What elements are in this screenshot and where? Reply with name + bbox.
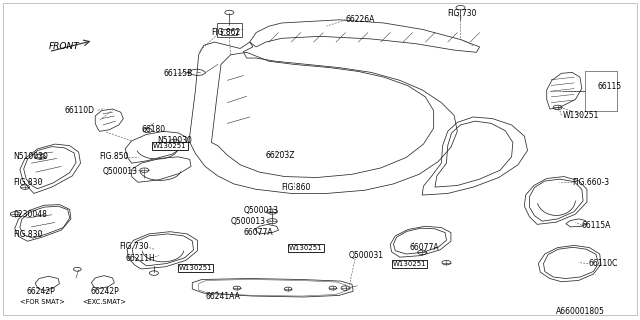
Text: FIG.860: FIG.860 bbox=[282, 183, 311, 192]
Text: 66211H: 66211H bbox=[125, 254, 155, 263]
Text: W130251: W130251 bbox=[392, 260, 426, 267]
Text: FIG.850: FIG.850 bbox=[100, 152, 129, 161]
Text: <EXC.SMAT>: <EXC.SMAT> bbox=[83, 299, 127, 305]
Text: 0230048: 0230048 bbox=[13, 210, 47, 219]
Text: W130251: W130251 bbox=[179, 265, 212, 271]
Text: N510030: N510030 bbox=[13, 152, 49, 161]
Text: W130251: W130251 bbox=[153, 143, 187, 149]
Text: 66077A: 66077A bbox=[243, 228, 273, 237]
Text: 66077A: 66077A bbox=[410, 243, 439, 252]
Text: FIG.730: FIG.730 bbox=[119, 242, 148, 251]
Text: N510030: N510030 bbox=[157, 136, 192, 145]
Text: A660001805: A660001805 bbox=[556, 307, 605, 316]
Text: 66110C: 66110C bbox=[588, 259, 618, 268]
Text: 66242P: 66242P bbox=[90, 287, 119, 296]
Text: Q500031: Q500031 bbox=[349, 251, 384, 260]
Text: 66203Z: 66203Z bbox=[266, 151, 295, 160]
Text: FIG.660-3: FIG.660-3 bbox=[572, 178, 609, 187]
Text: 66110D: 66110D bbox=[65, 106, 95, 115]
Text: Q500013: Q500013 bbox=[103, 167, 138, 176]
Text: <FOR SMAT>: <FOR SMAT> bbox=[20, 299, 65, 305]
Text: W130251: W130251 bbox=[563, 111, 599, 120]
Text: FIG.830: FIG.830 bbox=[13, 230, 43, 239]
Text: FIG.830: FIG.830 bbox=[13, 178, 43, 187]
Text: 66115: 66115 bbox=[598, 82, 622, 91]
Text: FIG.862: FIG.862 bbox=[211, 28, 241, 37]
Text: FRONT: FRONT bbox=[49, 42, 79, 52]
Text: W130251: W130251 bbox=[289, 244, 323, 251]
Text: 66226A: 66226A bbox=[346, 15, 375, 24]
Text: 66180: 66180 bbox=[141, 125, 165, 134]
Text: Q500013: Q500013 bbox=[230, 217, 266, 226]
Text: 66242P: 66242P bbox=[26, 287, 55, 296]
Text: 66241AA: 66241AA bbox=[205, 292, 240, 301]
Text: 66115B: 66115B bbox=[164, 69, 193, 78]
Text: FIG.730: FIG.730 bbox=[448, 9, 477, 18]
Text: 66115A: 66115A bbox=[582, 221, 611, 230]
Text: Q500013: Q500013 bbox=[243, 206, 278, 215]
